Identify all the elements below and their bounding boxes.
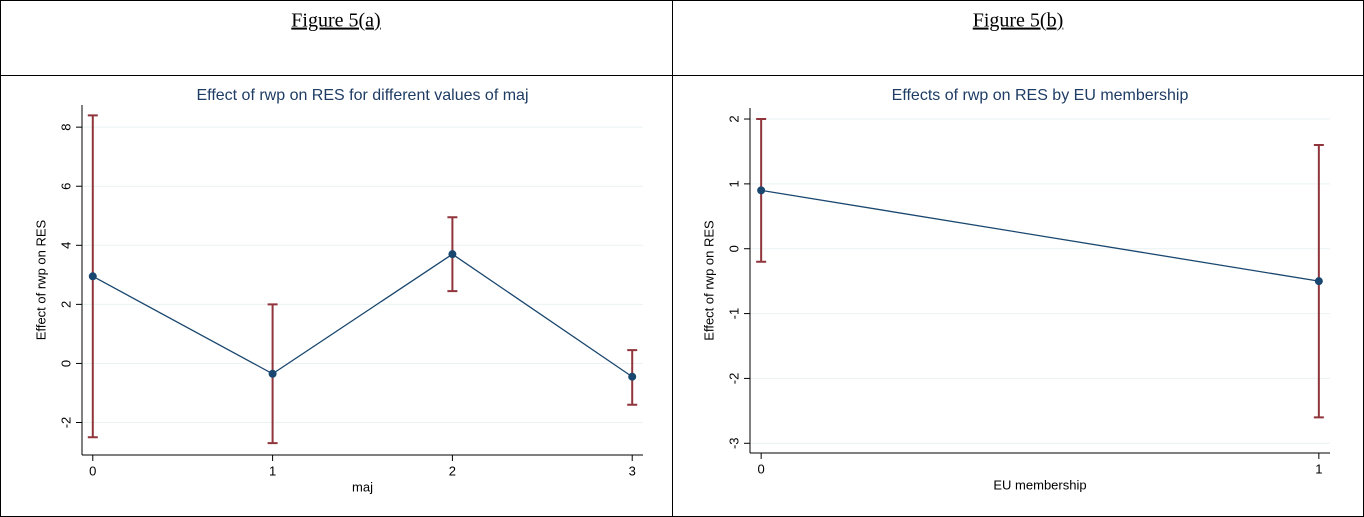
y-axis-title: Effect of rwp on RES bbox=[33, 219, 48, 340]
y-tick-label: 0 bbox=[726, 245, 741, 252]
y-tick-label: -3 bbox=[726, 437, 741, 449]
x-axis-title: maj bbox=[352, 479, 373, 494]
y-tick-label: 2 bbox=[726, 115, 741, 122]
x-tick-label: 0 bbox=[758, 461, 765, 476]
x-axis-title: EU membership bbox=[993, 477, 1086, 492]
y-tick-label: 2 bbox=[58, 301, 73, 308]
y-tick-label: 6 bbox=[58, 183, 73, 190]
x-tick-label: 0 bbox=[89, 463, 96, 478]
data-point bbox=[448, 250, 457, 259]
y-tick-label: 4 bbox=[58, 242, 73, 249]
x-tick-label: 1 bbox=[1315, 461, 1322, 476]
chart-title: Effects of rwp on RES by EU membership bbox=[892, 87, 1189, 104]
chart-title: Effect of rwp on RES for different value… bbox=[196, 87, 528, 104]
data-point bbox=[757, 186, 766, 195]
y-tick-label: 0 bbox=[58, 360, 73, 367]
y-tick-label: -2 bbox=[58, 417, 73, 429]
x-tick-label: 2 bbox=[449, 463, 456, 478]
data-point bbox=[268, 369, 277, 378]
data-line bbox=[92, 253, 633, 378]
x-tick-label: 1 bbox=[269, 463, 276, 478]
y-tick-label: -1 bbox=[726, 308, 741, 320]
data-point bbox=[88, 272, 97, 281]
x-tick-label: 3 bbox=[629, 463, 636, 478]
figure-header: Figure 5(b) bbox=[973, 10, 1064, 32]
figure-header: Figure 5(a) bbox=[291, 10, 380, 32]
y-tick-label: 1 bbox=[726, 180, 741, 187]
data-line bbox=[761, 189, 1319, 282]
data-point bbox=[628, 372, 637, 381]
y-tick-label: -2 bbox=[726, 373, 741, 385]
y-tick-label: 8 bbox=[58, 124, 73, 131]
y-axis-title: Effect of rwp on RES bbox=[701, 220, 716, 341]
data-point bbox=[1314, 277, 1323, 286]
